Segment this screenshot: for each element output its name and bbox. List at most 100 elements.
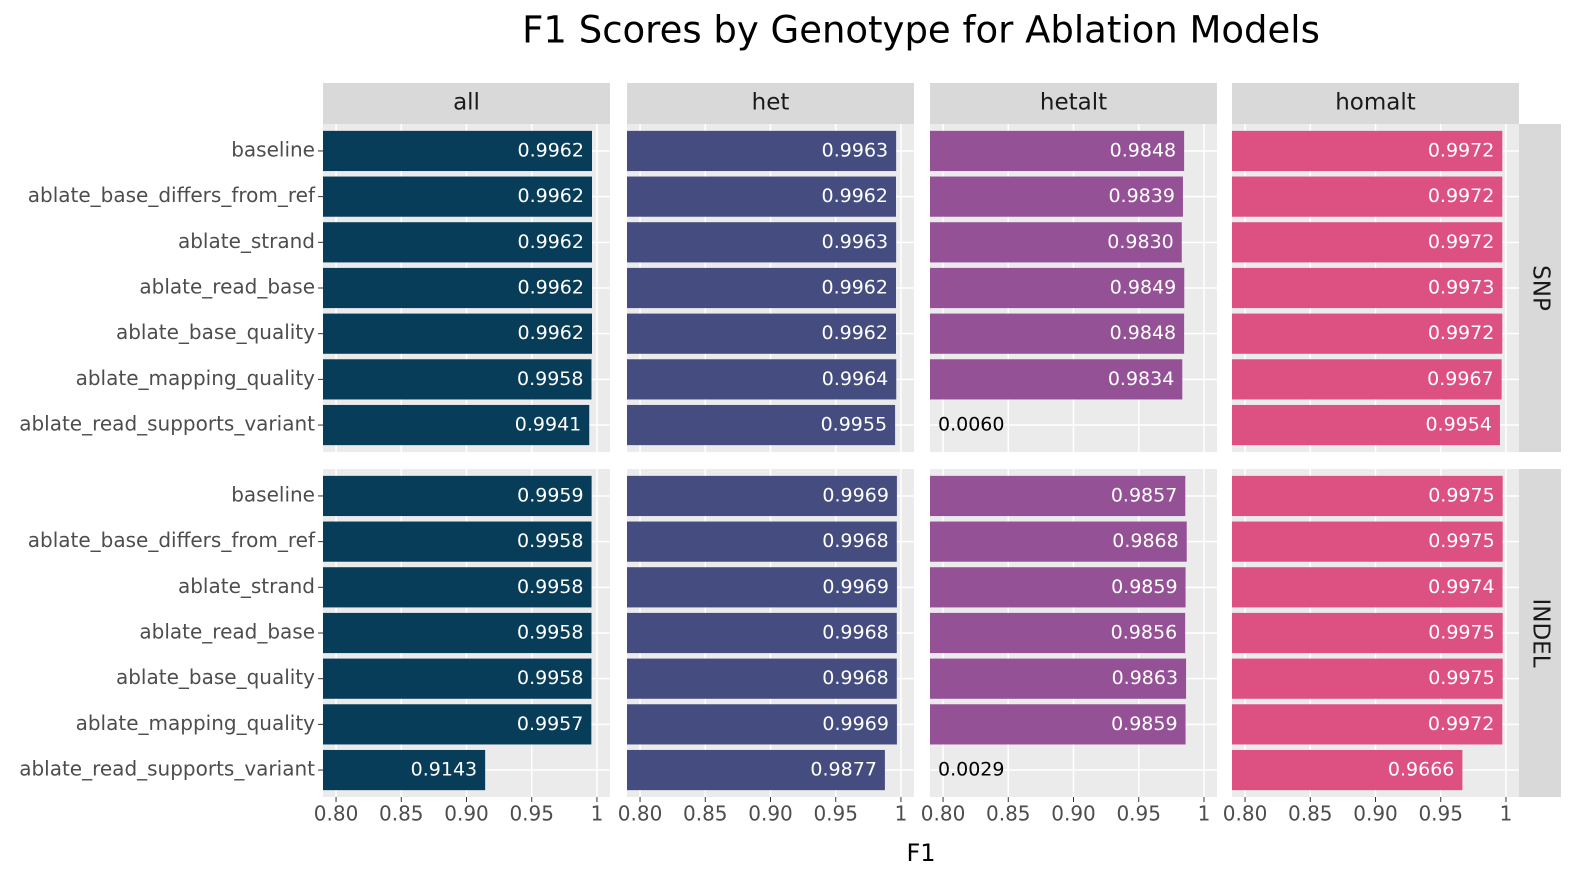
facet-strip [1232,83,1519,124]
value-label: 0.9969 [822,713,888,735]
y-tick-label: ablate_read_base [139,275,315,299]
value-label: 0.9963 [822,139,888,161]
bar [930,130,1185,172]
x-tick-label: 0.95 [813,802,858,826]
bar [1232,176,1503,217]
bar [323,612,592,654]
value-label: 0.9962 [518,185,584,207]
y-tick-label: ablate_read_supports_variant [19,412,315,436]
value-label: 0.9964 [822,368,888,390]
x-tick-label: 0.85 [986,802,1031,826]
bar [323,359,592,400]
bar [627,313,896,354]
value-label: 0.9968 [822,667,888,689]
value-label: 0.9969 [822,484,888,506]
bar [930,612,1186,654]
bar [930,222,1182,263]
bar [323,749,486,791]
value-label: 0.9967 [1427,368,1493,390]
value-label: 0.9975 [1428,530,1494,552]
value-label: 0.9958 [517,622,583,644]
x-tick-label: 0.90 [444,802,489,826]
bar [627,521,897,562]
facet-strip [323,83,610,124]
value-label: 0.9975 [1428,484,1494,506]
bar [323,567,592,608]
bar [627,267,896,309]
bar [1232,130,1503,172]
value-label: 0.9877 [810,759,876,781]
facet-strip [627,83,914,124]
value-label: 0.9972 [1428,231,1494,253]
bar [627,130,897,172]
bar [323,704,592,745]
bar [323,404,590,446]
value-label: 0.9974 [1428,576,1494,598]
bar [1232,313,1503,354]
bar [323,521,592,562]
bar [930,359,1183,400]
value-label: 0.9972 [1428,713,1494,735]
value-label: 0.9868 [1112,530,1178,552]
x-tick-label: 0.90 [1051,802,1096,826]
x-tick-label: 0.95 [509,802,554,826]
facet-label: hetalt [1040,90,1107,116]
bar [323,130,592,172]
facet-strip [1519,469,1561,797]
value-label: 0.0029 [938,759,1004,781]
y-tick-label: ablate_strand [178,229,315,253]
facet-label: het [752,90,790,116]
x-tick-label: 0.95 [1418,802,1463,826]
value-label: 0.9848 [1110,322,1176,344]
bar [1232,612,1503,654]
value-label: 0.9856 [1111,622,1177,644]
bar [930,475,1186,517]
value-label: 0.9972 [1428,322,1494,344]
bar [1232,404,1500,446]
value-label: 0.9962 [518,231,584,253]
x-tick-label: 1 [591,802,604,826]
value-label: 0.9958 [517,368,583,390]
x-tick-label: 1 [1500,802,1513,826]
facet-strip [1519,124,1561,452]
y-tick-label: ablate_base_quality [116,665,315,689]
bar [1232,475,1503,517]
value-label: 0.9958 [517,530,583,552]
bar [627,475,897,517]
bar [627,359,897,400]
value-label: 0.9962 [518,139,584,161]
value-label: 0.9848 [1110,139,1176,161]
facet-strip [930,83,1217,124]
bar [1232,749,1463,791]
value-label: 0.9958 [517,667,583,689]
facet-label: homalt [1335,90,1416,116]
facet-label: all [453,90,480,116]
x-tick-label: 1 [1198,802,1211,826]
value-label: 0.9849 [1110,277,1176,299]
bar [627,176,896,217]
bar [930,567,1186,608]
x-tick-label: 0.90 [1353,802,1398,826]
bar [627,749,885,791]
value-label: 0.9957 [517,713,583,735]
bar [323,176,592,217]
bar [930,658,1187,699]
y-tick-label: baseline [231,137,315,161]
x-tick-label: 0.80 [314,802,359,826]
bar [1232,521,1503,562]
bar [627,567,897,608]
bar [930,176,1183,217]
value-label: 0.9968 [822,530,888,552]
bar [1232,704,1503,745]
x-tick-label: 0.85 [379,802,424,826]
bar [930,313,1185,354]
value-label: 0.9962 [822,185,888,207]
bar [627,222,897,263]
facet-row-label: SNP [1528,265,1554,311]
value-label: 0.9959 [517,484,583,506]
x-tick-label: 0.80 [921,802,966,826]
value-label: 0.9962 [518,322,584,344]
value-label: 0.9859 [1111,713,1177,735]
bar [1232,567,1503,608]
value-label: 0.9972 [1428,185,1494,207]
